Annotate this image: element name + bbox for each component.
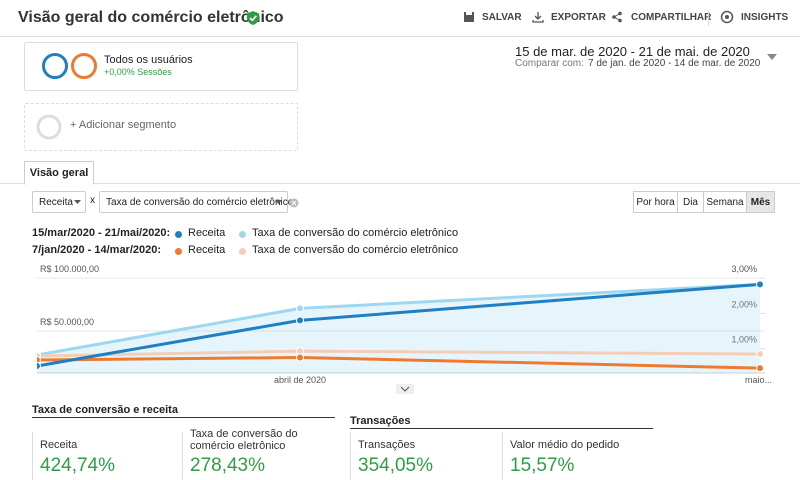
section-rule [32,417,335,418]
legend-swatch [239,248,246,255]
granularity-button[interactable]: Por hora [633,191,678,213]
share-button[interactable]: COMPARTILHAR [631,12,712,23]
metric-value: 278,43% [190,455,266,476]
section-title: Taxa de conversão e receita [32,404,178,416]
legend-swatch [239,231,246,238]
legend-swatch [175,231,182,238]
page-title: Visão geral do comércio eletrônico [18,9,284,26]
point [37,361,41,370]
metric-label: Transações [358,439,416,451]
metric-divider [182,432,183,480]
y-tick-label: R$ 100.000,00 [40,264,99,274]
point [296,316,304,325]
legend-label: Taxa de conversão do comércio eletrônico [252,227,459,239]
insights-button[interactable]: INSIGHTS [741,12,789,23]
dropdown-arrow [74,200,81,204]
point [37,356,41,365]
verified-icon [247,11,259,25]
add-segment-card[interactable] [24,103,298,151]
segment-icon [42,53,97,79]
legend-swatch [175,248,182,255]
legend-label: Receita [188,227,226,239]
granularity-button[interactable]: Mês [746,191,775,213]
metric-divider [350,432,351,480]
metric-label: Taxa de conversão do comércio eletrônico [190,428,298,452]
share-icon[interactable] [611,11,623,23]
point [756,280,764,289]
x-tick-label: maio... [745,375,772,385]
separator [708,10,709,26]
date-dropdown[interactable] [767,54,777,60]
segment-name: Todos os usuários [104,54,193,66]
add-segment-label[interactable]: + Adicionar segmento [70,119,177,131]
metric-divider [502,432,503,480]
metric-x: x [90,195,95,206]
metric2-select[interactable]: Taxa de conversão do comércio eletrônico [99,191,293,213]
chart: R$ 50.000,00 R$ 100.000,00 1,00% 2,00% 3,00%… [37,264,772,385]
tab-line [0,183,800,184]
save-icon[interactable] [463,11,475,23]
section-rule [350,428,653,429]
point [756,364,764,373]
metric-label: Valor médio do pedido [510,439,620,451]
dropdown-arrow [275,200,282,204]
point [296,353,304,362]
period-label: 15/mar/2020 - 21/mai/2020: [32,227,171,239]
header [0,0,800,37]
y2-tick-label: 2,00% [731,299,757,309]
point [756,349,764,358]
section-title: Transações [350,415,411,427]
tab[interactable]: Visão geral [24,161,94,185]
area [37,284,760,373]
point [296,304,304,313]
segment-card[interactable] [24,42,298,91]
save-button[interactable]: SALVAR [482,12,522,23]
y2-tick-label: 1,00% [731,335,757,345]
y-tick-label: R$ 50.000,00 [40,317,94,327]
remove-metric[interactable] [289,198,299,208]
export-icon[interactable] [532,11,544,23]
legend-label: Receita [188,244,226,256]
metric-label: Receita [40,439,78,451]
metric-value: 424,74% [40,455,116,476]
metric1-select[interactable]: Receita [32,191,86,213]
segment-change: +0,00% Sessões [104,67,172,77]
compare-range: 7 de jan. de 2020 - 14 de mar. de 2020 [588,58,761,69]
export-button[interactable]: EXPORTAR [551,12,606,23]
collapse-button[interactable] [396,384,414,394]
compare-label: Comparar com: [515,58,584,69]
y2-tick-label: 3,00% [731,264,757,274]
metric-value: 354,05% [358,455,434,476]
date-range[interactable]: 15 de mar. de 2020 - 21 de mai. de 2020 [515,44,750,59]
granularity-button[interactable]: Semana [703,191,747,213]
add-segment-icon [36,114,62,140]
legend-label: Taxa de conversão do comércio eletrônico [252,244,459,256]
insights-icon[interactable] [720,10,734,24]
plot-area [37,280,764,373]
granularity-button[interactable]: Dia [677,191,704,213]
metric-divider [32,432,33,480]
x-tick-label: abril de 2020 [274,375,326,385]
metric-value: 15,57% [510,455,575,476]
period-label: 7/jan/2020 - 14/mar/2020: [32,244,162,256]
